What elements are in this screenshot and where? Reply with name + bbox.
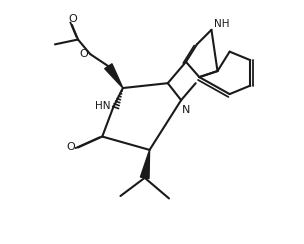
Text: NH: NH xyxy=(214,19,229,29)
Text: O: O xyxy=(67,142,76,152)
Text: HN: HN xyxy=(95,101,111,111)
Text: O: O xyxy=(79,49,88,59)
Text: N: N xyxy=(182,105,191,115)
Text: O: O xyxy=(69,14,78,24)
Polygon shape xyxy=(105,64,123,88)
Polygon shape xyxy=(140,150,150,179)
